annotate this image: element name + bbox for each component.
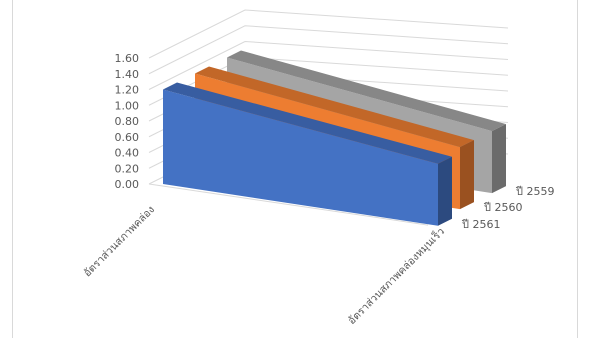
area-top-0 [163,82,452,164]
series-layer [163,50,506,226]
y-tick-label: 1.40 [115,68,140,81]
y-tick-label: 0.20 [115,162,140,175]
y-tick-label: 0.40 [115,147,140,160]
series-label: ปี 2561 [461,218,501,231]
area-top-1 [195,66,474,148]
area-front-0 [163,89,438,226]
y-tick-label: 0.00 [115,178,140,191]
gridline [148,40,509,90]
y-tick-label: 0.60 [115,131,140,144]
y-axis-ticks: 0.00 0.20 0.40 0.60 0.80 1.00 1.20 1.40 1.60 [115,52,140,191]
y-tick-label: 0.80 [115,115,140,128]
y-tick-label: 1.20 [115,84,140,97]
category-label: อัตราส่วนสภาพคล่องหมุนเร็ว [344,224,447,327]
chart-svg: 0.00 0.20 0.40 0.60 0.80 1.00 1.20 1.40 1.60 ปี … [81,9,555,327]
area-side-0 [438,156,452,226]
series-labels: ปี 2559 ปี 2560 ปี 2561 [461,185,555,231]
gridline [148,9,509,59]
floor-front-edge [148,183,429,226]
y-tick-label: 1.00 [115,99,140,112]
category-labels: อัตราส่วนสภาพคล่อง อัตราส่วนสภาพคล่องหมุน… [81,204,447,327]
area-top-2 [227,50,506,132]
area-side-2 [492,124,506,194]
series-label: ปี 2560 [483,201,523,214]
area-side-1 [460,140,474,210]
chart-frame: 0.00 0.20 0.40 0.60 0.80 1.00 1.20 1.40 1.60 ปี … [12,0,578,338]
series-label: ปี 2559 [515,185,555,198]
gridline [148,25,509,75]
category-label: อัตราส่วนสภาพคล่อง [81,204,157,280]
y-tick-label: 1.60 [115,52,140,65]
